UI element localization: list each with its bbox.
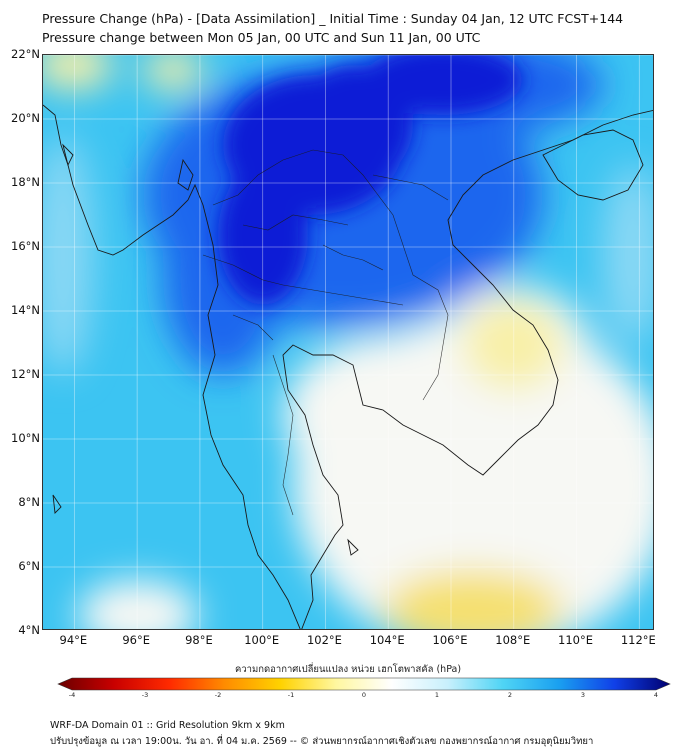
country-borders <box>202 149 449 516</box>
latitude-tick-label: 6°N <box>18 559 40 573</box>
colorbar-tick-label: -2 <box>214 691 222 699</box>
colorbar <box>57 677 671 691</box>
colorbar-tick-label: -3 <box>141 691 149 699</box>
longitude-tick-label: 94°E <box>59 633 88 647</box>
longitude-tick-label: 102°E <box>306 633 342 647</box>
colorbar-tick-label: 4 <box>653 691 659 699</box>
colorbar-tick-label: -4 <box>68 691 76 699</box>
latitude-tick-label: 18°N <box>11 175 40 189</box>
longitude-tick-label: 100°E <box>244 633 280 647</box>
latitude-tick-label: 22°N <box>11 47 40 61</box>
latitude-tick-label: 10°N <box>11 431 40 445</box>
longitude-tick-label: 104°E <box>369 633 405 647</box>
colorbar-tick-label: 1 <box>434 691 440 699</box>
map-canvas <box>43 55 653 629</box>
latitude-tick-label: 8°N <box>18 495 40 509</box>
longitude-tick-label: 110°E <box>558 633 594 647</box>
pressure-change-map <box>42 54 654 630</box>
lat-lon-grid <box>43 55 653 629</box>
colorbar-tick-label: 3 <box>580 691 586 699</box>
map-subtitle: Pressure change between Mon 05 Jan, 00 U… <box>42 30 481 45</box>
pressure-field-core <box>218 55 523 305</box>
colorbar-tick-label: 2 <box>507 691 513 699</box>
footer-model-info: WRF-DA Domain 01 :: Grid Resolution 9km … <box>50 720 285 731</box>
latitude-tick-label: 14°N <box>11 303 40 317</box>
colorbar-tick-label: 0 <box>361 691 367 699</box>
footer-update-info: ปรับปรุงข้อมูล ณ เวลา 19:00น. วัน อา. ที… <box>50 736 594 747</box>
colorbar-tick-label: -1 <box>287 691 295 699</box>
longitude-tick-label: 108°E <box>495 633 531 647</box>
longitude-tick-label: 106°E <box>432 633 468 647</box>
map-title: Pressure Change (hPa) - [Data Assimilati… <box>42 11 624 26</box>
latitude-tick-label: 20°N <box>11 111 40 125</box>
colorbar-label: ความกดอากาศเปลี่ยนแปลง หน่วย เฮกโตพาสคัล… <box>234 664 462 675</box>
longitude-tick-label: 96°E <box>122 633 150 647</box>
coastlines <box>43 104 653 629</box>
latitude-tick-label: 4°N <box>18 623 40 637</box>
longitude-tick-label: 112°E <box>620 633 656 647</box>
longitude-tick-label: 98°E <box>185 633 213 647</box>
latitude-tick-label: 16°N <box>11 239 40 253</box>
latitude-tick-label: 12°N <box>11 367 40 381</box>
